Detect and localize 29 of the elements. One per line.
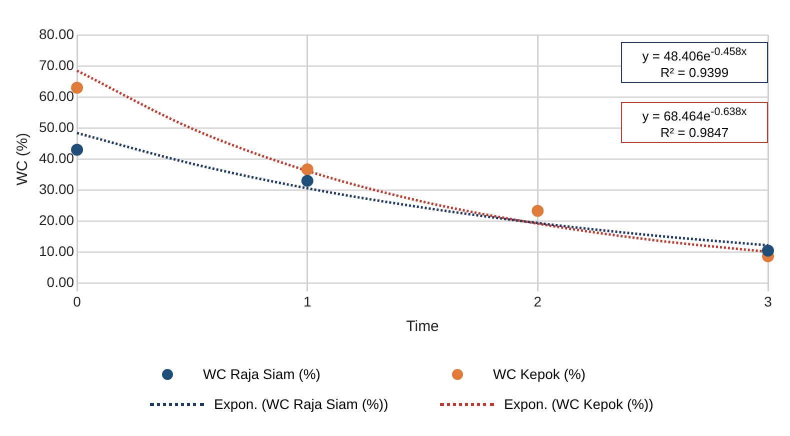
legend-label: WC Kepok (%) [493,366,586,382]
y-tick-label: 70.00 [38,56,74,73]
annotation: R² = 0.9847 [659,124,730,142]
y-tick-label: 10.00 [38,243,74,260]
point [301,174,314,187]
x-tick-label: 3 [764,293,772,310]
x-tick-label: 1 [303,293,312,310]
point [301,163,314,176]
y-tick-label: 30.00 [38,180,74,197]
legend-label: WC Raja Siam (%) [203,366,320,382]
legend-label: Expon. (WC Kepok (%)) [504,396,654,412]
y-tick-label: 40.00 [38,150,74,166]
equation-box: y = 48.406e$^{-0.458x}$ R² = 0.9399 [621,42,768,84]
annotation: R² = 0.9399 [659,64,730,82]
y-tick-label: 20.00 [38,212,74,228]
x-tick-label: 2 [534,293,542,310]
y-axis-title: WC (%) [14,132,32,186]
x-axis-title: Time [406,318,439,336]
legend-label: Expon. (WC Raja Siam (%)) [214,396,388,412]
point [762,244,774,257]
y-tick-label: 80.00 [38,26,74,42]
point [532,204,544,217]
annotation: y = 68.464e$^{-0.638x}$ [641,105,748,124]
x-tick-label: 0 [73,293,82,310]
y-tick-label: 60.00 [38,88,74,104]
y-tick-label: 50.00 [38,118,74,135]
y-tick-label: 0.00 [46,274,74,290]
equation-box: y = 68.464e$^{-0.638x}$ R² = 0.9847 [621,102,768,144]
annotation: y = 48.406e$^{-0.458x}$ [641,45,748,64]
